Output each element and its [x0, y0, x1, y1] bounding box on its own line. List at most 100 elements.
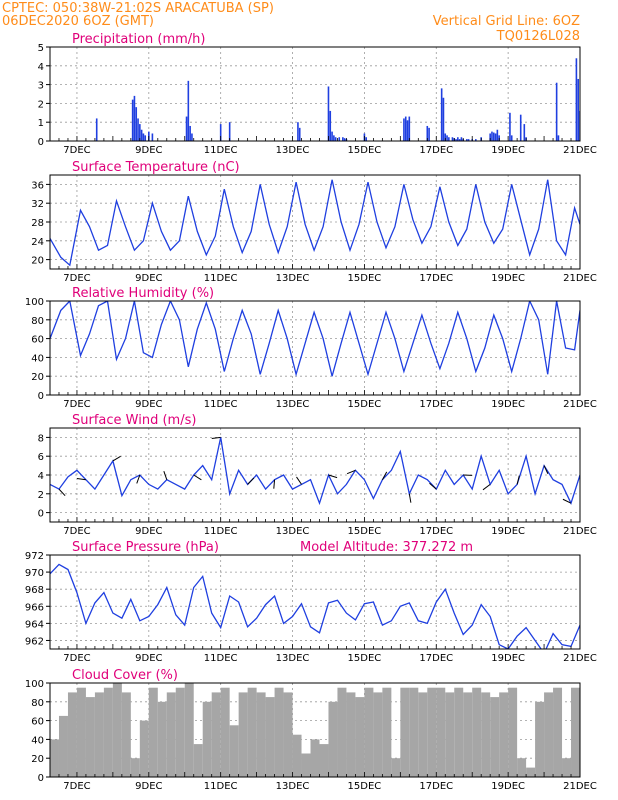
cloud-cover-bar: [50, 739, 59, 777]
precipitation-ytick-label: 1: [38, 118, 44, 129]
header-location: CPTEC: 050:38W-21:02S ARACATUBA (SP): [2, 1, 274, 16]
wind-xtick-label: 13DEC: [276, 526, 310, 537]
cloud-cover-bar: [94, 692, 104, 777]
humidity-line: [50, 301, 580, 377]
temperature-ytick-label: 32: [31, 199, 44, 210]
cloud-cover-bar: [139, 720, 149, 777]
temperature-ytick-label: 36: [31, 180, 44, 191]
cloud-cover-bar: [400, 687, 410, 777]
humidity-xtick-label: 17DEC: [419, 399, 453, 410]
cloud-cover-bar: [193, 744, 203, 777]
cloud-cover-bar: [418, 692, 428, 777]
pressure-xtick-label: 17DEC: [419, 653, 453, 664]
cloud-cover-bar: [310, 739, 320, 777]
cloud-cover-ytick-label: 40: [31, 735, 44, 746]
pressure-series: [50, 563, 580, 649]
wind-arrow: [516, 475, 520, 485]
precipitation-bar: [187, 80, 190, 141]
cloud-cover-bar: [508, 687, 518, 777]
panel-precipitation: 0 1 2 3 4 5 7DEC 9DEC 11DEC 13DEC 15DEC 17DEC 19DEC 2…: [38, 32, 597, 156]
precipitation-bar: [139, 124, 141, 141]
panel-pressure: 962 964 966 968 970 972 7DEC 9DEC 11DEC 13DEC 15DE…: [25, 540, 597, 664]
precipitation-bar: [496, 129, 499, 141]
precipitation-xtick-label: 13DEC: [276, 145, 310, 156]
precipitation-bar: [135, 107, 138, 141]
cloud-cover-ytick-label: 60: [31, 717, 44, 728]
humidity-ytick-label: 20: [31, 372, 44, 383]
panel-cloud-cover: 0 20 40 60 80 100 7DEC 9DEC 11DEC 13DEC 15DEC 17DEC…: [25, 668, 597, 792]
pressure-xtick-label: 9DEC: [135, 653, 162, 664]
precipitation-series: [95, 58, 588, 141]
pressure-ytick-label: 968: [25, 585, 44, 596]
cloud-cover-xtick-label: 21DEC: [563, 781, 597, 792]
wind-arrow: [163, 471, 168, 480]
cloud-cover-xtick-label: 15DEC: [348, 781, 382, 792]
wind-ytick-label: 6: [38, 452, 44, 463]
precipitation-bar: [442, 97, 445, 141]
pressure-xtick-label: 11DEC: [204, 653, 238, 664]
precipitation-xtick-label: 17DEC: [419, 145, 453, 156]
wind-arrow: [76, 477, 87, 481]
wind-arrow: [543, 465, 549, 474]
cloud-cover-bar: [103, 687, 113, 777]
precipitation-ytick-label: 4: [38, 62, 44, 73]
precipitation-bar: [460, 137, 463, 141]
precipitation-ytick-label: 2: [38, 99, 44, 110]
precipitation-bar: [408, 116, 411, 141]
precipitation-xtick-label: 9DEC: [135, 145, 162, 156]
wind-ytick-label: 2: [38, 490, 44, 501]
cloud-cover-bar: [274, 687, 284, 777]
precipitation-bar: [343, 138, 346, 141]
wind-arrow: [193, 474, 202, 481]
wind-arrow: [381, 471, 388, 480]
precipitation-bar: [338, 137, 341, 141]
wind-arrow: [273, 479, 276, 489]
precipitation-bar: [426, 125, 429, 141]
cloud-cover-ytick-label: 80: [31, 698, 44, 709]
precipitation-bar: [489, 133, 491, 141]
wind-xtick-label: 15DEC: [348, 526, 382, 537]
precipitation-bar: [586, 122, 588, 141]
wind-xtick-label: 21DEC: [563, 526, 597, 537]
cloud-cover-ytick-label: 100: [25, 679, 44, 690]
wind-ytick-label: 8: [38, 433, 44, 444]
precipitation-bar: [133, 95, 136, 141]
humidity-xtick-label: 19DEC: [491, 399, 525, 410]
temperature-series: [50, 179, 580, 267]
cloud-cover-bar: [490, 697, 500, 777]
precipitation-bar: [467, 139, 470, 141]
cloud-cover-bar: [409, 687, 419, 777]
wind-line: [50, 437, 580, 506]
cloud-cover-bar: [553, 687, 563, 777]
pressure-frame: [49, 554, 581, 650]
precipitation-bar: [555, 82, 558, 141]
panel-humidity: 0 20 40 60 80 100 7DEC 9DEC 11DEC 13DEC 15DEC 17DEC…: [25, 286, 597, 410]
precipitation-frame: [49, 46, 581, 142]
cloud-cover-bar: [328, 701, 338, 777]
precipitation-bar: [327, 86, 330, 141]
cloud-cover-bar: [463, 692, 473, 777]
precipitation-bar: [557, 135, 560, 141]
precipitation-bar: [583, 122, 585, 141]
cloud-cover-xtick-label: 9DEC: [135, 781, 162, 792]
precipitation-bar: [455, 139, 457, 141]
wind-title: Surface Wind (m/s): [72, 413, 196, 428]
temperature-ytick-label: 20: [31, 256, 44, 267]
cloud-cover-bar: [571, 687, 580, 777]
precipitation-xtick-label: 19DEC: [491, 145, 525, 156]
cloud-cover-xtick-label: 7DEC: [63, 781, 90, 792]
panel-wind: 0 2 4 6 8 7DEC 9DEC 11DEC 13DEC 15DEC 17DEC 19DEC 21…: [38, 413, 597, 537]
precipitation-title: Precipitation (mm/h): [72, 32, 205, 47]
precipitation-bar: [466, 139, 468, 141]
precipitation-bar: [585, 115, 587, 141]
temperature-xtick-label: 11DEC: [204, 273, 238, 284]
wind-arrow: [328, 474, 338, 479]
temperature-xtick-label: 9DEC: [135, 273, 162, 284]
precipitation-bar: [457, 137, 459, 141]
precipitation-bar: [297, 122, 299, 141]
temperature-xtick-label: 17DEC: [419, 273, 453, 284]
wind-arrow: [408, 493, 412, 503]
precipitation-bar: [510, 135, 513, 141]
cloud-cover-bar: [427, 687, 437, 777]
